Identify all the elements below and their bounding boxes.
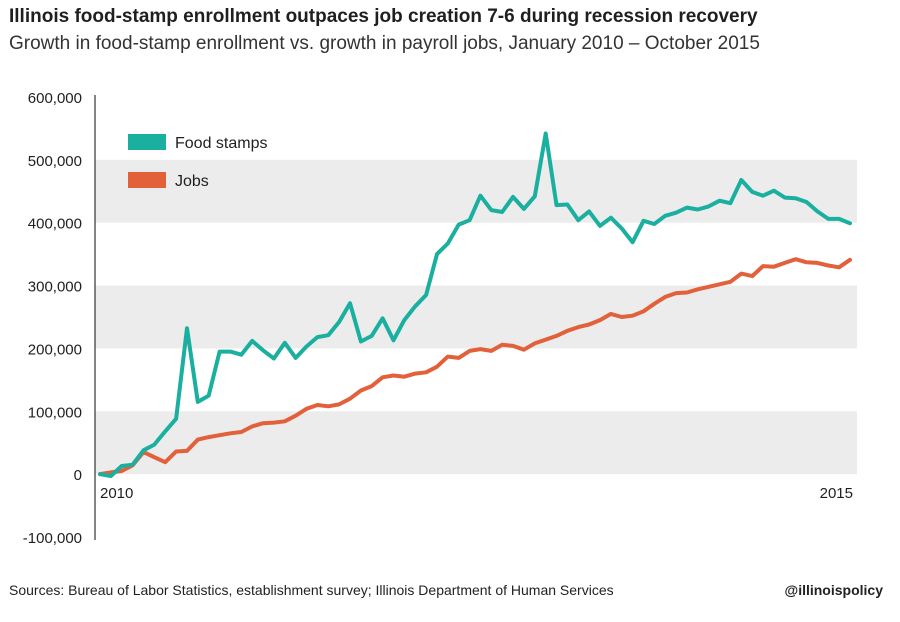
y-tick-label: -100,000 <box>23 530 82 547</box>
x-axis-ticks: 2010 2015 <box>100 485 853 502</box>
grid-band <box>95 159 857 223</box>
y-tick-label: 100,000 <box>28 404 82 421</box>
x-tick-label: 2010 <box>100 485 133 502</box>
twitter-handle: @illinoispolicy <box>784 582 883 598</box>
series-line-jobs <box>98 257 852 477</box>
legend-label: Food stamps <box>175 135 267 152</box>
y-tick-label: 600,000 <box>28 90 82 107</box>
legend-label: Jobs <box>175 173 209 190</box>
y-tick-label: 0 <box>74 467 82 484</box>
chart-subtitle: Growth in food-stamp enrollment vs. grow… <box>9 33 760 54</box>
series-layer <box>98 131 852 478</box>
y-tick-label: 400,000 <box>28 216 82 233</box>
grid-band <box>95 285 857 349</box>
y-tick-label: 300,000 <box>28 279 82 296</box>
grid-bands <box>95 159 857 475</box>
y-tick-label: 500,000 <box>28 153 82 170</box>
series-line-food-stamps <box>98 131 852 478</box>
y-tick-label: 200,000 <box>28 341 82 358</box>
legend-swatch <box>128 172 166 188</box>
source-note: Sources: Bureau of Labor Statistics, est… <box>9 582 614 598</box>
legend: Food stamps Jobs <box>128 134 267 190</box>
x-tick-label: 2015 <box>820 485 853 502</box>
legend-swatch <box>128 134 166 150</box>
y-axis-ticks: -100,000 0 100,000 200,000 300,000 400,000 500… <box>23 90 82 547</box>
grid-band <box>95 411 857 475</box>
chart-title: Illinois food-stamp enrollment outpaces … <box>9 6 758 27</box>
